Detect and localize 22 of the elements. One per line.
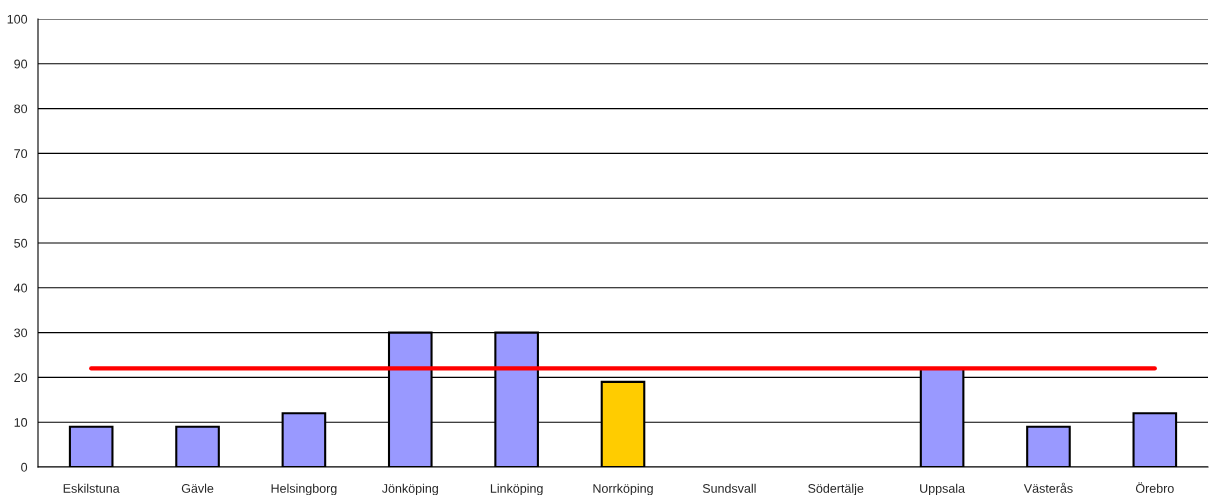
x-tick-label: Sundsvall [702,483,756,493]
y-tick-label: 90 [14,59,28,69]
x-tick-label: Västerås [1023,482,1073,493]
y-tick-label: 40 [13,283,28,293]
x-tick-label: Linköping [490,483,543,495]
x-tick-label: Norrköping [593,483,653,495]
x-tick-label: Uppsala [920,483,966,495]
y-tick-label: 50 [14,238,28,248]
y-tick-label: 30 [14,328,28,338]
y-tick-label: 80 [14,104,28,114]
x-tick-label: Helsingborg [271,483,337,495]
y-tick-label: 70 [14,149,28,159]
y-tick-label: 60 [14,194,28,203]
x-tick-label: Jönköping [381,483,438,495]
y-tick-label: 20 [14,373,28,383]
x-tick-label: Örebro [1135,482,1174,493]
x-tick-label: Eskilstuna [63,483,120,493]
y-tick-label: 10 [14,418,28,427]
x-tick-label: Gävle [181,483,214,493]
x-tick-label: Södertälje [808,483,864,495]
y-tick-label: 100 [7,14,28,24]
y-tick-label: 0 [21,462,28,472]
